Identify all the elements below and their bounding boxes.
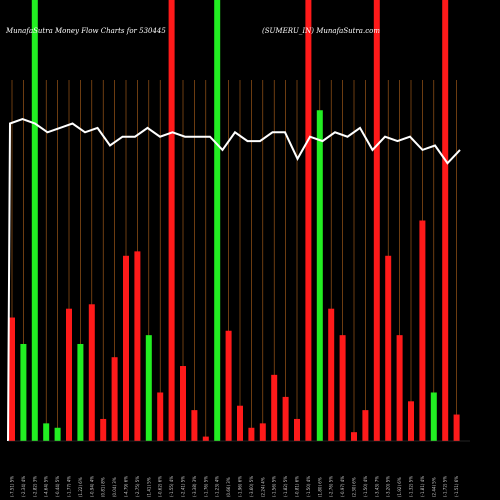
bar: [271, 374, 278, 441]
x-tick-label: (-3.38) 3%: [192, 476, 197, 497]
bar: [373, 0, 380, 441]
bar: [419, 220, 426, 441]
x-tick-label: (-2.34) 4%: [21, 476, 26, 497]
x-tick-label: (0.04) 3%: [112, 477, 117, 497]
x-tick-label: (-7.51) 5%: [10, 476, 15, 497]
bar: [123, 255, 129, 441]
bar: [442, 0, 449, 441]
x-tick-label: (-1.72) 5%: [443, 476, 448, 497]
bar: [294, 418, 300, 441]
x-tick-label: (2.24) 4%: [260, 477, 265, 497]
x-tick-label: (-0.44) 5%: [55, 476, 60, 497]
bar: [248, 427, 255, 441]
bar: [385, 255, 392, 441]
x-tick-label: (0.81) 8%: [101, 477, 106, 497]
bar: [282, 396, 289, 441]
x-tick-label: (-2.76) 5%: [329, 476, 334, 497]
x-tick-label: (-1.23) 4%: [215, 476, 220, 497]
bar: [43, 423, 50, 441]
x-tick-label: (-1.82) 5%: [283, 476, 288, 497]
bar: [88, 304, 95, 441]
bar: [396, 335, 403, 441]
x-tick-label: (-3.43) 7%: [374, 476, 379, 497]
x-tick-label: (-1.32) 5%: [409, 476, 414, 497]
bar: [430, 392, 437, 441]
bar: [100, 418, 107, 441]
x-tick-label: (-1.55) 4%: [169, 476, 174, 497]
bar: [362, 410, 369, 441]
x-tick-label: (-3.60) 5%: [249, 476, 254, 497]
bar: [134, 251, 141, 441]
bar: [214, 0, 221, 441]
x-tick-label: (-4.64) 5%: [44, 476, 49, 497]
bar: [259, 423, 266, 441]
x-tick-label: (-1.51) 6%: [454, 476, 459, 497]
bar: [225, 330, 232, 441]
x-tick-label: (-0.62) 6%: [158, 476, 163, 497]
bar: [316, 110, 323, 441]
x-tick-label: (-1.76) 5%: [203, 476, 208, 497]
x-tick-label: (-0.81) 6%: [295, 476, 300, 497]
bar: [168, 0, 175, 441]
bar: [145, 335, 152, 441]
bar: [31, 0, 38, 441]
x-tick-label: (1.41) 5%: [146, 477, 151, 497]
chart-subtitle: (SUMERU_IN) MunafaSutra.com: [262, 27, 380, 35]
x-tick-label: (-1.56) 5%: [272, 476, 277, 497]
bar: [408, 401, 414, 441]
x-tick-label: (-2.82) 3%: [32, 476, 37, 497]
bar: [202, 436, 209, 441]
bar: [20, 343, 27, 441]
x-tick-label: (-1.50) 4%: [363, 476, 368, 497]
bar: [339, 335, 346, 441]
bar: [77, 343, 84, 441]
chart-title: MunafaSutra Money Flow Charts for 530445: [5, 27, 166, 35]
bar: [180, 366, 186, 441]
bar: [9, 317, 15, 441]
x-tick-label: (-1.50) 4%: [306, 476, 311, 497]
bar: [157, 392, 164, 441]
bar: [453, 414, 460, 441]
money-flow-line: [7, 118, 461, 442]
x-tick-label: (-0.97) 4%: [340, 476, 345, 497]
bar: [191, 410, 198, 441]
bar: [111, 357, 118, 441]
x-tick-label: (-0.94) 4%: [89, 476, 94, 497]
x-tick-label: (-1.96) 6%: [238, 476, 243, 497]
x-tick-label: (2.44) 5%: [431, 477, 436, 497]
x-tick-label: (-3.20) 5%: [386, 476, 391, 497]
bar: [54, 427, 61, 441]
bar-series: [9, 0, 460, 441]
x-tick-label: (-4.79) 6%: [124, 476, 129, 497]
bar: [237, 405, 243, 441]
x-tick-label: (-1.81) 4%: [420, 476, 425, 497]
bar: [351, 432, 357, 441]
x-tick-label: (1.22) 6%: [78, 477, 83, 497]
x-tick-label: (1.92) 6%: [397, 477, 402, 497]
x-tick-label: (2.30) 6%: [352, 477, 357, 497]
x-tick-label: (-2.41) 5%: [181, 476, 186, 497]
bar: [328, 308, 335, 441]
bar: [305, 0, 312, 441]
x-tick-label: (0.66) 3%: [226, 477, 231, 497]
x-tick-label: (-2.75) 5%: [135, 476, 140, 497]
x-tick-labels: (-7.51) 5% (-2.34) 4% (-2.82) 3% (-4.64) 5%…: [10, 476, 460, 497]
x-tick-label: (1.80) 6%: [317, 477, 322, 497]
bar: [66, 308, 72, 441]
x-tick-label: (-1.77) 4%: [67, 476, 72, 497]
